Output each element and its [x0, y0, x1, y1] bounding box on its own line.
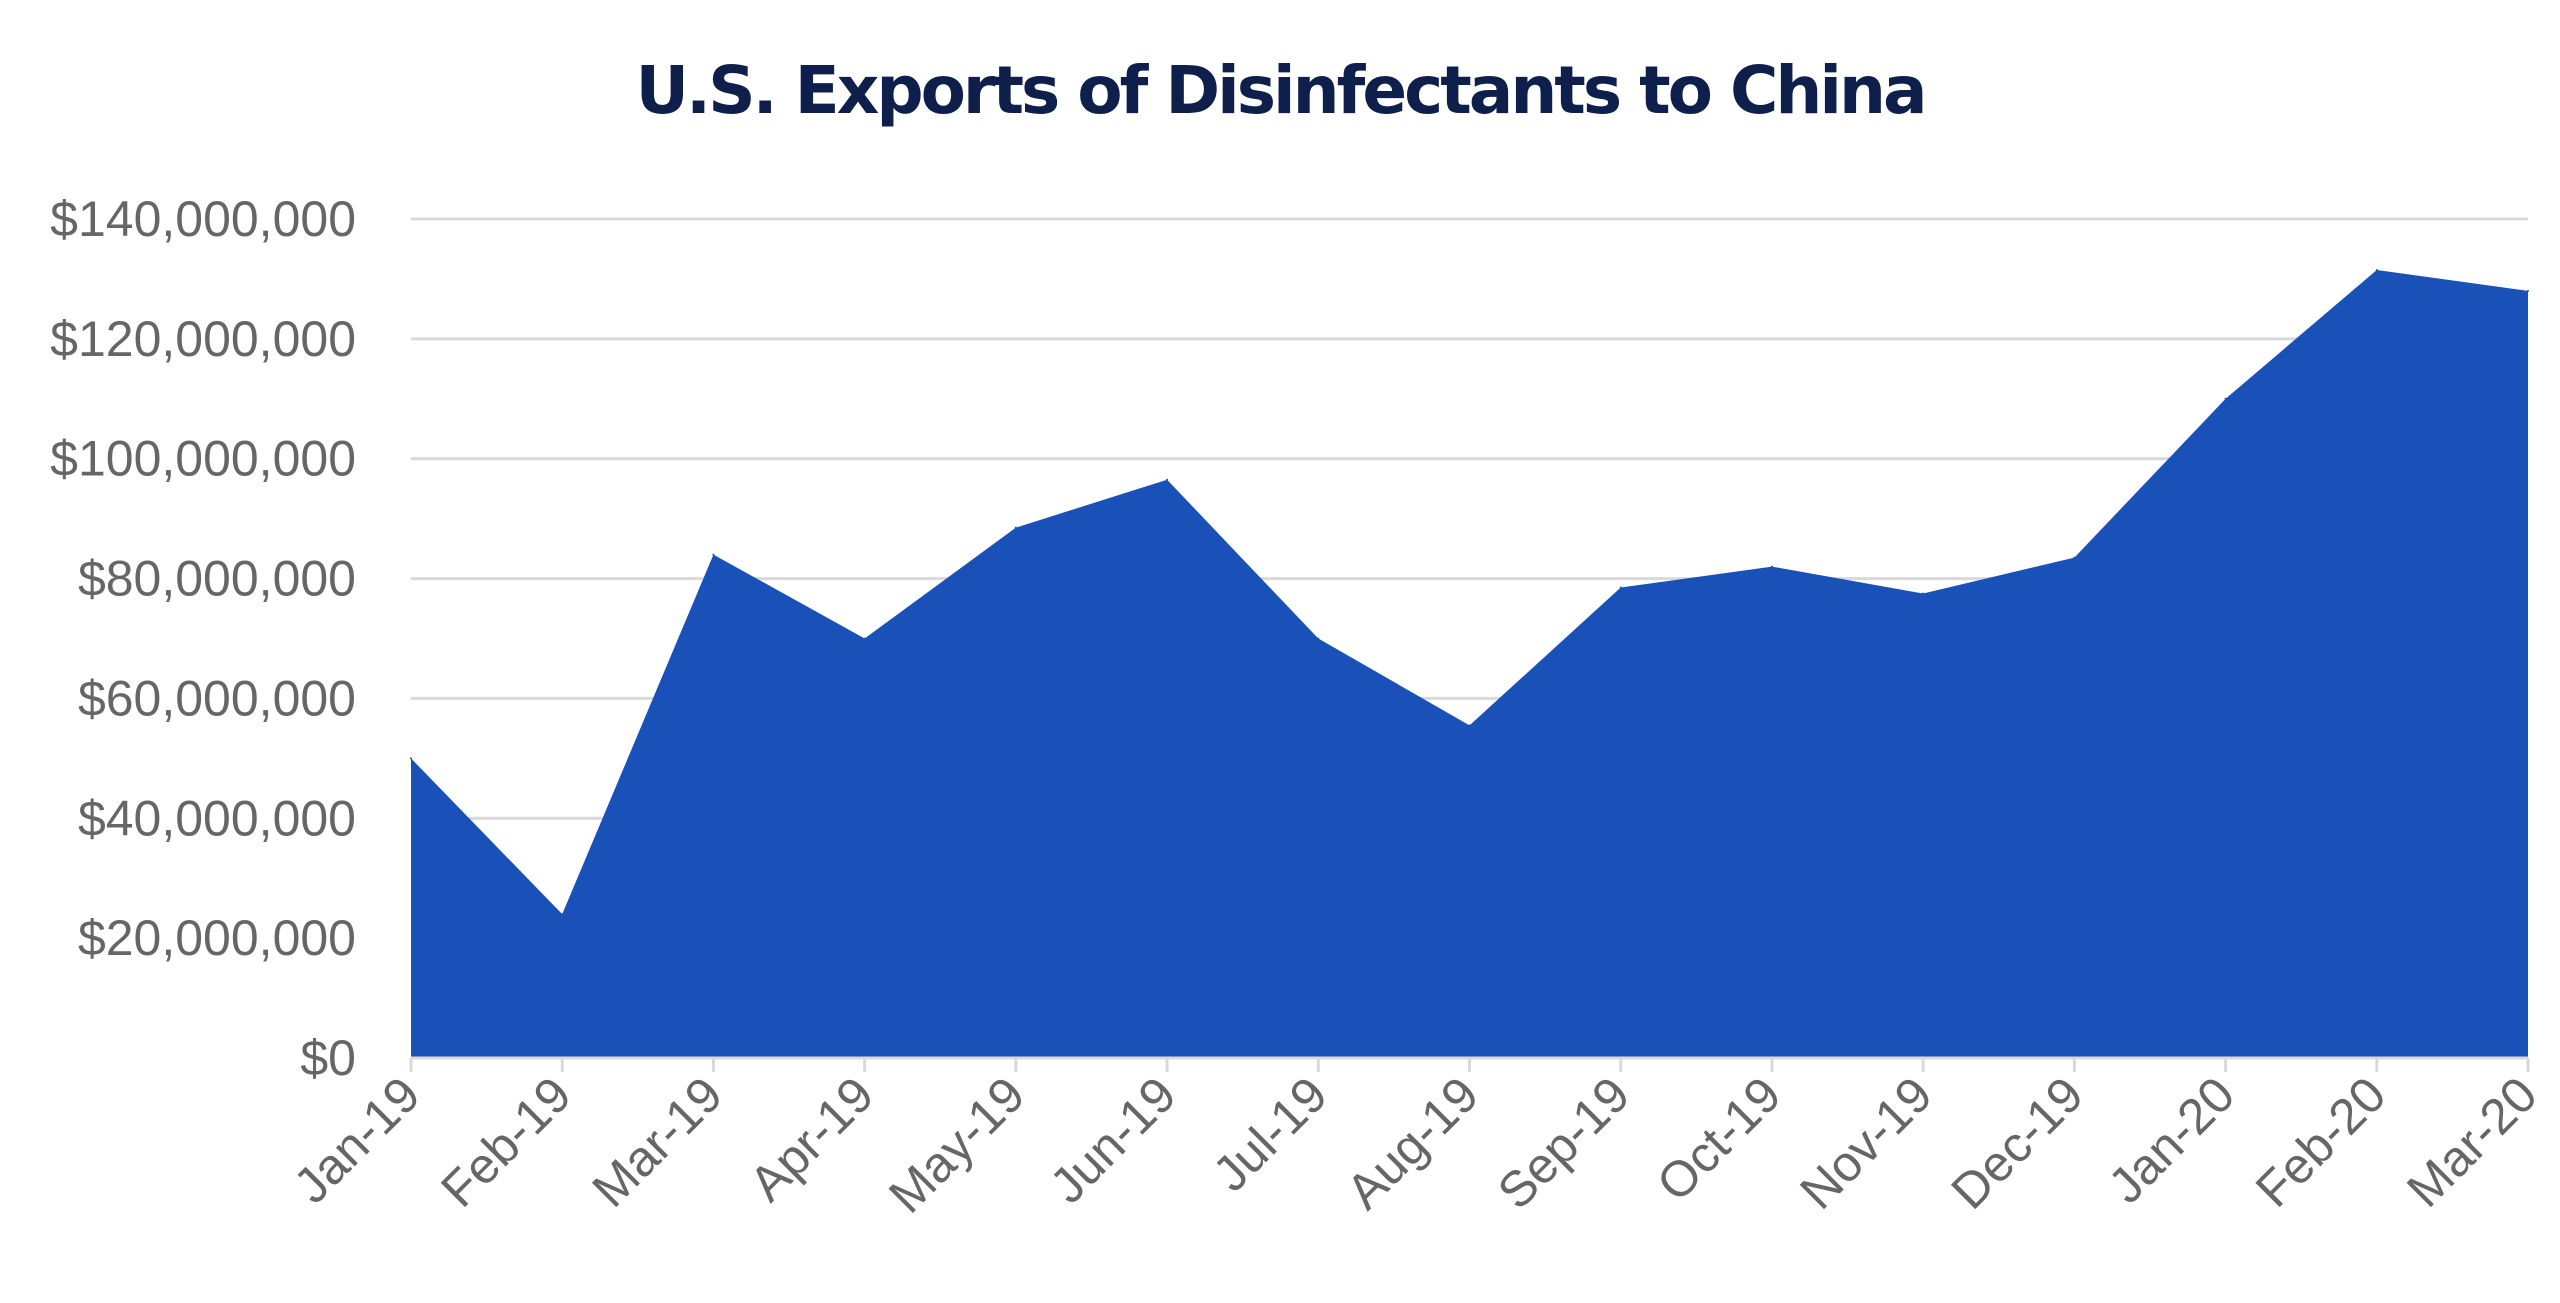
data-point [1922, 592, 1925, 595]
x-tick-label: Feb-19 [430, 1066, 582, 1218]
data-point [863, 637, 866, 640]
x-tick-label: Oct-19 [1646, 1066, 1792, 1212]
y-tick-label: $140,000,000 [50, 191, 356, 247]
area-series [411, 269, 2528, 1058]
data-point [2527, 289, 2529, 292]
y-tick-label: $40,000,000 [78, 790, 356, 846]
data-point [2375, 268, 2378, 271]
x-tick-label: Dec-19 [1941, 1066, 2095, 1220]
y-tick-label: $20,000,000 [78, 910, 356, 966]
data-point [561, 913, 564, 916]
data-point [2073, 556, 2076, 559]
data-point [1468, 724, 1471, 727]
y-tick-label: $80,000,000 [78, 551, 356, 607]
chart-title: U.S. Exports of Disinfectants to China [635, 52, 1927, 129]
x-tick-label: Nov-19 [1789, 1066, 1943, 1220]
data-point [1166, 478, 1169, 481]
x-tick-label: Mar-20 [2396, 1066, 2548, 1218]
y-tick-label: $0 [300, 1030, 356, 1086]
x-tick-label: Aug-19 [1336, 1066, 1490, 1220]
data-point [1619, 586, 1622, 589]
x-tick-label: Sep-19 [1487, 1066, 1641, 1220]
x-tick-label: Feb-20 [2245, 1066, 2397, 1218]
data-point [712, 553, 715, 556]
x-tick-label: Jul-19 [1202, 1066, 1338, 1202]
x-tick-label: Jun-19 [1039, 1066, 1187, 1214]
y-tick-label: $120,000,000 [50, 311, 356, 367]
x-tick-label: Mar-19 [582, 1066, 734, 1218]
x-tick-label: Jan-20 [2098, 1066, 2246, 1214]
y-tick-label: $60,000,000 [78, 670, 356, 726]
data-point [410, 757, 412, 760]
x-tick-label: Apr-19 [739, 1066, 885, 1212]
data-point [1317, 637, 1320, 640]
data-point [1014, 526, 1017, 529]
data-point [1770, 565, 1773, 568]
x-tick-label: May-19 [878, 1066, 1035, 1223]
x-tick-label: Jan-19 [283, 1066, 431, 1214]
y-tick-label: $100,000,000 [50, 431, 356, 487]
data-point [2224, 397, 2227, 400]
